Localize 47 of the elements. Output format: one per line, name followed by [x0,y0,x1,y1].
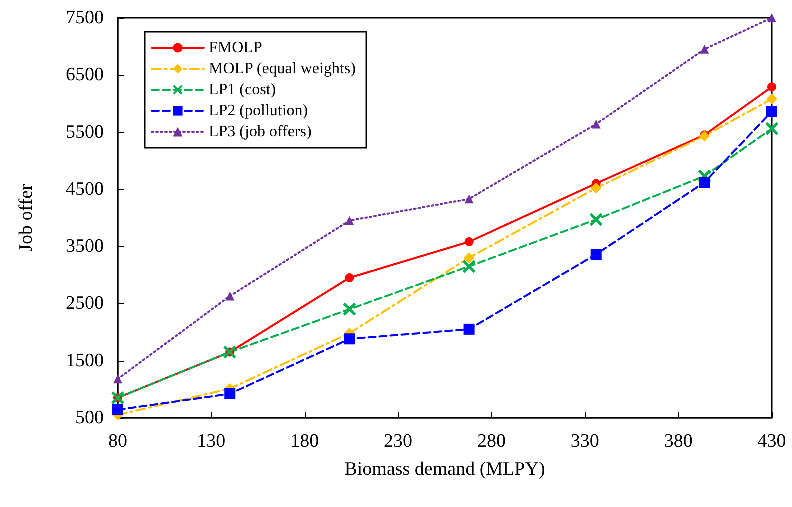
x-tick-label: 380 [664,431,693,452]
point [590,213,603,226]
y-tick-label: 500 [76,408,104,428]
point [590,182,602,194]
x-tick-label: 330 [570,431,600,452]
y-axis-title: Job offer [16,183,37,252]
y-tick-label: 3500 [66,236,104,258]
point [768,82,776,92]
y-tick-label: 7500 [66,8,104,28]
point [464,324,475,335]
x-axis-title: Biomass demand (MLPY) [344,459,546,480]
legend-label: LP1 (cost) [209,82,276,98]
point [344,334,356,345]
point [226,292,235,301]
point [345,216,354,226]
y-tick-label: 5500 [66,122,104,143]
legend-label: FMOLP [209,40,262,56]
point [700,44,710,54]
point [699,177,710,188]
y-tick-label: 4500 [66,178,104,200]
x-tick-label: 180 [290,431,320,452]
point [112,404,124,416]
legend-label: LP3 (job offers) [209,124,312,140]
x-tick-label: 280 [477,431,506,452]
x-tick-label: 430 [758,431,786,452]
y-tick-label: 6500 [66,64,104,86]
legend-label: MOLP (equal weights) [209,60,356,78]
x-tick-label: 80 [108,431,128,452]
point [592,120,601,129]
point [464,194,474,204]
point [462,260,476,274]
legend-label: LP2 (pollution) [209,102,308,120]
y-tick-label: 2500 [66,293,104,314]
point [464,252,475,264]
point [766,94,778,105]
point [464,238,474,246]
point [224,388,236,400]
point [590,249,602,260]
point [766,122,778,136]
point [345,274,354,282]
y-tick-label: 1500 [66,350,104,372]
point [766,106,778,118]
point [768,14,776,22]
x-tick-label: 130 [197,431,226,452]
x-tick-label: 230 [384,431,413,452]
point [114,374,122,384]
point [343,302,356,316]
